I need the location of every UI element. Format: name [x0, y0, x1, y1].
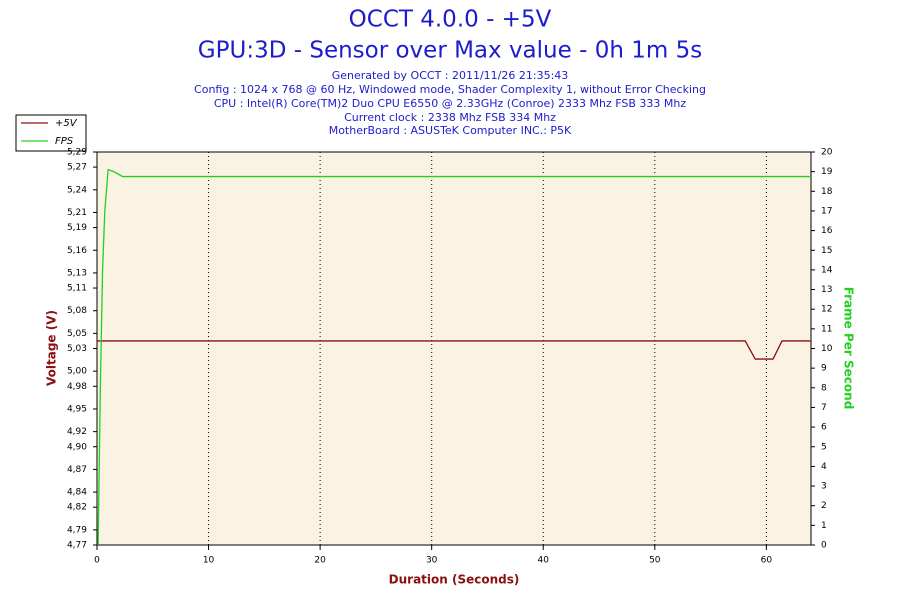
y-tick-label: 4,95 — [67, 404, 87, 414]
y2-tick-label: 15 — [821, 246, 832, 256]
y-tick-label: 4,87 — [67, 465, 87, 475]
series-line — [97, 340, 811, 360]
y2-tick-label: 1 — [821, 521, 827, 531]
info-line: MotherBoard : ASUSTeK Computer INC.: P5K — [329, 124, 572, 137]
x-tick-label: 10 — [203, 556, 215, 566]
y2-tick-label: 6 — [821, 423, 827, 433]
y-tick-label: 5,11 — [67, 284, 87, 294]
y-tick-label: 4,90 — [67, 442, 87, 452]
y2-tick-label: 8 — [821, 383, 827, 393]
chart-subtitle: GPU:3D - Sensor over Max value - 0h 1m 5… — [198, 38, 702, 64]
y2-axis-label: Frame Per Second — [842, 287, 856, 410]
chart-title: OCCT 4.0.0 - +5V — [349, 7, 552, 33]
y2-tick-label: 11 — [821, 324, 832, 334]
y2-tick-label: 3 — [821, 482, 827, 492]
y-tick-label: 5,00 — [67, 367, 87, 377]
y-tick-label: 5,27 — [67, 163, 87, 173]
legend-label: FPS — [55, 136, 74, 147]
info-line: CPU : Intel(R) Core(TM)2 Duo CPU E6550 @… — [214, 97, 686, 110]
y-tick-label: 5,16 — [67, 246, 87, 256]
y-tick-label: 5,21 — [67, 208, 87, 218]
y-tick-label: 4,84 — [67, 488, 87, 498]
y-tick-label: 5,03 — [67, 344, 87, 354]
y2-tick-label: 0 — [821, 541, 827, 551]
y-tick-label: 4,82 — [67, 503, 87, 513]
y-tick-label: 4,77 — [67, 541, 87, 551]
y-tick-label: 5,19 — [67, 223, 87, 233]
x-tick-label: 50 — [649, 556, 661, 566]
y-axis-label: Voltage (V) — [45, 310, 59, 386]
y2-tick-label: 14 — [821, 265, 833, 275]
x-tick-label: 0 — [94, 556, 100, 566]
y2-tick-label: 4 — [821, 462, 827, 472]
y2-tick-label: 7 — [821, 403, 827, 413]
y-tick-label: 5,08 — [67, 306, 87, 316]
x-tick-label: 20 — [314, 556, 326, 566]
y-tick-label: 4,92 — [67, 427, 87, 437]
y2-tick-label: 16 — [821, 226, 833, 236]
y-tick-label: 5,24 — [67, 185, 87, 195]
y2-tick-label: 13 — [821, 285, 832, 295]
y-tick-label: 5,13 — [67, 268, 87, 278]
plot-background — [97, 152, 811, 545]
y-tick-label: 4,79 — [67, 525, 87, 535]
y2-tick-label: 9 — [821, 364, 827, 374]
y2-tick-label: 12 — [821, 305, 832, 315]
y2-tick-label: 19 — [821, 167, 833, 177]
x-tick-label: 40 — [538, 556, 550, 566]
y-tick-label: 5,29 — [67, 148, 87, 158]
x-tick-label: 60 — [761, 556, 773, 566]
info-line: Config : 1024 x 768 @ 60 Hz, Windowed mo… — [194, 83, 706, 96]
y2-tick-label: 20 — [821, 148, 833, 158]
y2-tick-label: 17 — [821, 206, 832, 216]
plot-frame — [96, 151, 812, 546]
x-axis-label: Duration (Seconds) — [389, 573, 520, 587]
y-tick-label: 4,98 — [67, 382, 87, 392]
y2-tick-label: 2 — [821, 501, 827, 511]
x-tick-label: 30 — [426, 556, 438, 566]
y2-tick-label: 5 — [821, 442, 827, 452]
series-line — [97, 168, 811, 546]
y2-tick-label: 18 — [821, 187, 833, 197]
legend-label: +5V — [55, 118, 78, 129]
legend-box — [15, 114, 87, 152]
y-tick-label: 5,05 — [67, 329, 87, 339]
info-line: Generated by OCCT : 2011/11/26 21:35:43 — [332, 69, 569, 82]
y2-tick-label: 10 — [821, 344, 833, 354]
info-line: Current clock : 2338 Mhz FSB 334 Mhz — [344, 111, 556, 124]
